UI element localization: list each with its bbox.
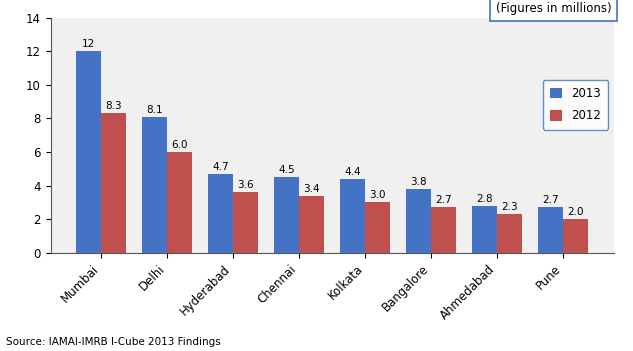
Text: (Figures in millions): (Figures in millions) bbox=[496, 2, 611, 15]
Bar bbox=[299, 196, 324, 253]
Bar bbox=[538, 207, 563, 253]
Bar bbox=[406, 189, 431, 253]
Bar bbox=[208, 174, 234, 253]
Text: 6.0: 6.0 bbox=[172, 140, 188, 150]
Text: 4.5: 4.5 bbox=[279, 165, 295, 175]
Bar bbox=[101, 113, 127, 253]
Text: 12: 12 bbox=[82, 39, 96, 49]
Text: 8.3: 8.3 bbox=[106, 101, 122, 111]
Bar bbox=[365, 202, 391, 253]
Bar bbox=[76, 51, 101, 253]
Bar bbox=[167, 152, 192, 253]
Text: 3.4: 3.4 bbox=[304, 184, 320, 194]
Bar bbox=[472, 206, 498, 253]
Bar bbox=[498, 214, 522, 253]
Text: Source: IAMAI-IMRB I-Cube 2013 Findings: Source: IAMAI-IMRB I-Cube 2013 Findings bbox=[6, 338, 221, 347]
Bar bbox=[431, 207, 456, 253]
Legend: 2013, 2012: 2013, 2012 bbox=[543, 80, 608, 130]
Text: 3.6: 3.6 bbox=[237, 180, 254, 190]
Text: 2.7: 2.7 bbox=[542, 196, 559, 205]
Bar bbox=[234, 192, 258, 253]
Text: 8.1: 8.1 bbox=[146, 105, 163, 115]
Bar bbox=[341, 179, 365, 253]
Text: 4.4: 4.4 bbox=[344, 167, 361, 177]
Text: 2.7: 2.7 bbox=[436, 196, 452, 205]
Bar bbox=[563, 219, 589, 253]
Text: 4.7: 4.7 bbox=[213, 162, 229, 172]
Text: 2.8: 2.8 bbox=[477, 194, 493, 204]
Text: 2.3: 2.3 bbox=[501, 202, 518, 212]
Text: 3.8: 3.8 bbox=[410, 177, 427, 187]
Bar bbox=[274, 177, 299, 253]
Bar bbox=[142, 117, 167, 253]
Text: 2.0: 2.0 bbox=[568, 207, 584, 217]
Text: 3.0: 3.0 bbox=[370, 190, 386, 200]
